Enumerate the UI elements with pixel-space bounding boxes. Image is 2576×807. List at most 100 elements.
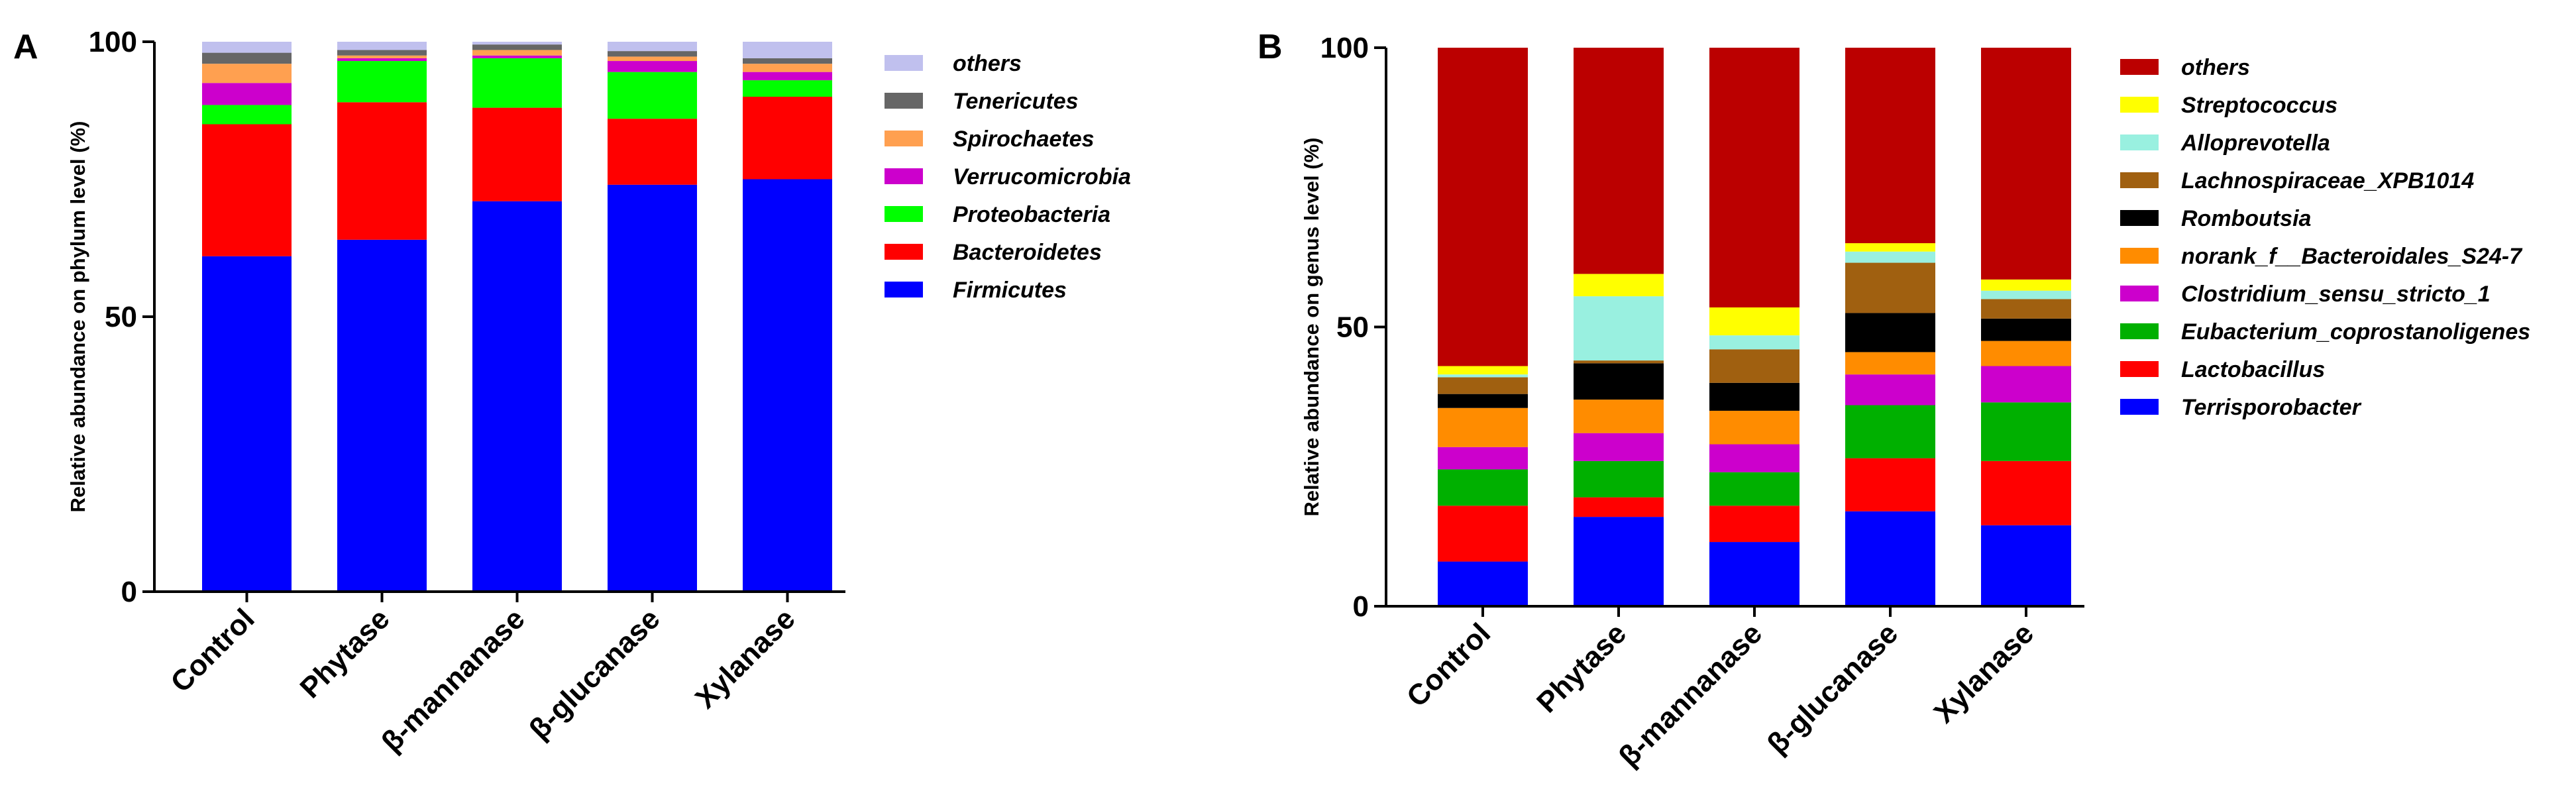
panel-b-bar-xylanase-clostridium-sensu-stricto-1 [1981,366,2071,403]
panel-a-bar-control-firmicutes [202,256,292,592]
panel-a-bar-phytase-proteobacteria [337,61,427,103]
panel-a-bar-beta-glucanase-proteobacteria [608,72,697,119]
panel-b-bar-phytase-others [1574,48,1664,274]
panel-b-x-tick-label: Phytase [1530,617,1633,719]
panel-a-legend-label-spirochaetes: Spirochaetes [953,127,1095,152]
panel-a-letter: A [13,28,38,66]
panel-b-y-axis-label: Relative abundance on genus level (%) [1300,138,1323,517]
panel-b-legend-swatch-clostridium-sensu-stricto-1 [2120,286,2159,301]
panel-a-bar-xylanase-firmicutes [743,179,832,592]
panel-a-bar-control-spirochaetes [202,64,292,83]
panel-b-bar-beta-glucanase-streptococcus [1845,243,1935,252]
panel-b-bar-phytase-streptococcus [1574,274,1664,297]
panel-b-legend-swatch-lactobacillus [2120,361,2159,377]
panel-a-bar-control-others [202,42,292,53]
panel-b-legend-label-norank-f-bacteroidales-s24-7: norank_f__Bacteroidales_S24-7 [2181,244,2523,269]
panel-b-legend-label-eubacterium-coprostanoligenes: Eubacterium_coprostanoligenes [2181,319,2530,345]
panel-b-legend-swatch-streptococcus [2120,97,2159,113]
panel-b-legend-label-clostridium-sensu-stricto-1: Clostridium_sensu_stricto_1 [2181,282,2491,307]
panel-a-bar-phytase-others [337,42,427,50]
panel-b-bar-beta-glucanase-romboutsia [1845,313,1935,352]
panel-b-bar-beta-mannanase-others [1709,48,1799,307]
panel-b-legend-swatch-romboutsia [2120,210,2159,226]
panel-a-bar-beta-mannanase-bacteroidetes [472,107,562,201]
panel-a-bar-beta-glucanase-verrucomicrobia [608,61,697,72]
panel-b-bar-xylanase-romboutsia [1981,318,2071,341]
panel-a-bar-beta-glucanase-firmicutes [608,184,697,592]
panel-a-y-axis-label: Relative abundance on phylum level (%) [66,121,89,513]
panel-b-x-tick-label: Xylanase [1927,617,2040,729]
panel-a-legend-label-tenericutes: Tenericutes [953,89,1079,114]
panel-b-bar-control-streptococcus [1438,366,1528,375]
panel-b-bar-xylanase-terrisporobacter [1981,525,2071,606]
panel-a-x-tick-label: β-mannanase [375,602,531,758]
panel-b-x-tick-label: Control [1401,617,1497,713]
panel-a-bar-beta-mannanase-others [472,42,562,45]
panel-b-bar-phytase-norank-f-bacteroidales-s24-7 [1574,400,1664,433]
panel-b-bar-beta-glucanase-clostridium-sensu-stricto-1 [1845,374,1935,405]
panel-b-legend-swatch-others [2120,59,2159,75]
panel-b-legend-label-romboutsia: Romboutsia [2181,206,2311,231]
panel-b-bar-beta-mannanase-romboutsia [1709,382,1799,411]
panel-b-x-tick-label: β-mannanase [1613,617,1768,773]
panel-a-legend-label-firmicutes: Firmicutes [953,278,1067,303]
panel-b-bar-beta-mannanase-eubacterium-coprostanoligenes [1709,472,1799,506]
panel-a-legend-swatch-verrucomicrobia [885,168,923,184]
panel-a-legend-swatch-tenericutes [885,93,923,109]
panel-a-bar-phytase-firmicutes [337,239,427,592]
panel-a-legend-swatch-firmicutes [885,282,923,297]
panel-a-bar-xylanase-bacteroidetes [743,97,832,180]
panel-b-bar-phytase-romboutsia [1574,363,1664,400]
panel-b-bar-beta-glucanase-others [1845,48,1935,244]
panel-a-bar-control-proteobacteria [202,105,292,125]
panel-b-bar-beta-mannanase-lactobacillus [1709,506,1799,543]
panel-a-legend-label-bacteroidetes: Bacteroidetes [953,240,1102,265]
panel-b-bar-control-others [1438,48,1528,366]
panel-b-bar-xylanase-norank-f-bacteroidales-s24-7 [1981,341,2071,366]
panel-b-legend-label-streptococcus: Streptococcus [2181,93,2337,118]
panel-b-bar-control-lactobacillus [1438,506,1528,562]
panel-b-bar-xylanase-lachnospiraceae-xpb1014 [1981,299,2071,319]
panel-a-x-tick-label: Xylanase [689,602,802,715]
panel-a-bar-xylanase-tenericutes [743,58,832,64]
panel-b-bar-beta-mannanase-lachnospiraceae-xpb1014 [1709,349,1799,383]
panel-a-bar-beta-mannanase-firmicutes [472,201,562,592]
panel-b-legend: others Streptococcus Alloprevotella Lachnos… [2120,55,2530,420]
panel-b-bar-phytase-terrisporobacter [1574,517,1664,606]
panel-b-legend-label-lactobacillus: Lactobacillus [2181,357,2325,382]
panel-a-legend: others Tenericutes Spirochaetes Verrucomicr… [885,51,1131,303]
panel-a-bar-control-tenericutes [202,52,292,64]
panel-b-bar-beta-glucanase-terrisporobacter [1845,511,1935,606]
panel-b-legend-swatch-terrisporobacter [2120,399,2159,415]
panel-b-bar-control-lachnospiraceae-xpb1014 [1438,377,1528,394]
panel-a-bar-beta-mannanase-proteobacteria [472,58,562,108]
panel-a-y-tick-label: 50 [105,301,137,333]
panel-a-bar-beta-glucanase-bacteroidetes [608,119,697,185]
panel-b-legend-label-alloprevotella: Alloprevotella [2180,131,2330,156]
panel-a-bar-control-verrucomicrobia [202,83,292,105]
panel-b-bar-control-clostridium-sensu-stricto-1 [1438,447,1528,470]
panel-b-legend-swatch-alloprevotella [2120,134,2159,150]
panel-b-bar-beta-glucanase-lachnospiraceae-xpb1014 [1845,262,1935,313]
panel-b-bar-beta-glucanase-eubacterium-coprostanoligenes [1845,405,1935,458]
panel-a-bar-phytase-verrucomicrobia [337,58,427,62]
panel-a-x-tick-label: β-glucanase [523,602,666,745]
panel-a-legend-swatch-spirochaetes [885,131,923,146]
panel-b-bar-xylanase-streptococcus [1981,279,2071,291]
panel-b-legend-swatch-lachnospiraceae-xpb1014 [2120,172,2159,188]
panel-a-x-tick-label: Phytase [294,602,396,704]
panel-b-bar-phytase-lachnospiraceae-xpb1014 [1574,360,1664,364]
panel-b-legend-swatch-eubacterium-coprostanoligenes [2120,323,2159,339]
panel-b-bar-phytase-lactobacillus [1574,497,1664,517]
panel-a-legend-swatch-bacteroidetes [885,244,923,260]
panel-a-legend-label-verrucomicrobia: Verrucomicrobia [953,164,1131,189]
panel-b-bar-xylanase-others [1981,48,2071,280]
panel-a-legend-swatch-proteobacteria [885,206,923,222]
panel-a-bar-phytase-tenericutes [337,50,427,56]
panel-a-y-tick-label: 100 [89,26,137,58]
panel-b-legend-label-terrisporobacter: Terrisporobacter [2181,395,2362,420]
panel-a-bar-beta-glucanase-others [608,42,697,52]
